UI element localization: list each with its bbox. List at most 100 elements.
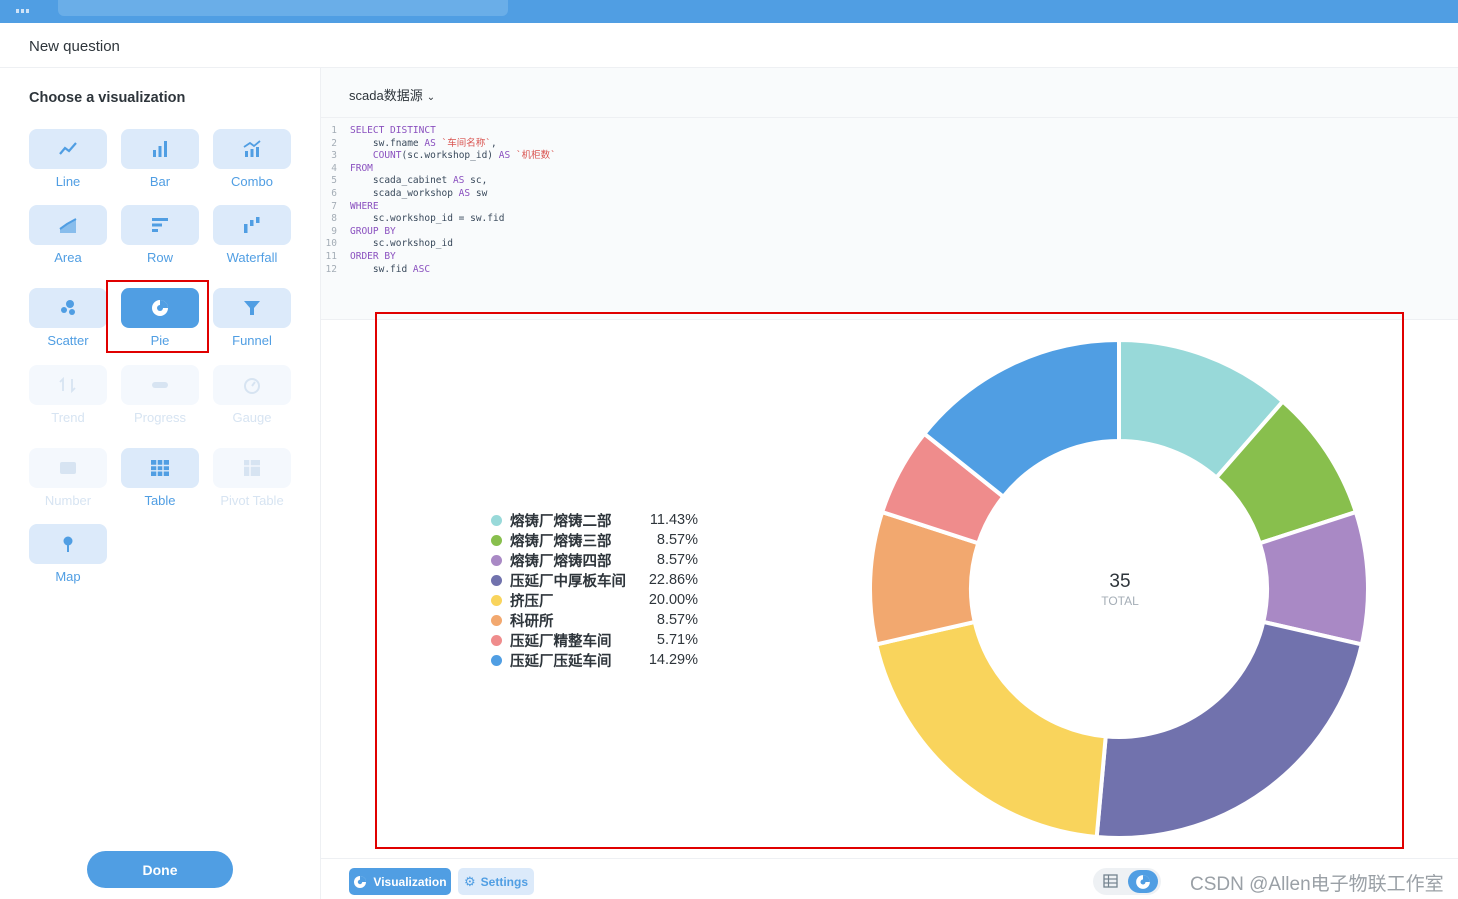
code-line[interactable]: SELECT DISTINCT — [350, 125, 436, 136]
legend-label: 挤压厂 — [510, 593, 554, 610]
page-header: New question — [0, 23, 1458, 68]
bottom-toolbar: Visualization ⚙ Settings — [321, 858, 1458, 899]
legend-item[interactable]: 压延厂压延车间 14.29% — [491, 650, 701, 670]
code-line[interactable]: COUNT(sc.workshop_id) AS `机柜数` — [372, 150, 556, 162]
viz-option-tile[interactable] — [121, 129, 199, 169]
legend-label: 熔铸厂熔铸四部 — [510, 553, 612, 570]
code-line[interactable]: GROUP BY — [350, 225, 396, 237]
legend-item[interactable]: 压延厂中厚板车间 22.86% — [491, 570, 701, 590]
code-line[interactable]: ORDER BY — [350, 251, 396, 262]
viz-option-pie[interactable]: Pie — [121, 288, 199, 348]
page-title: New question — [29, 38, 120, 55]
logo-icon[interactable] — [16, 0, 42, 13]
code-line[interactable]: scada_workshop AS sw — [350, 188, 488, 199]
legend-item[interactable]: 挤压厂 20.00% — [491, 590, 701, 610]
viz-option-label: Pie — [150, 333, 170, 348]
database-selector[interactable]: scada数据源 ⌄ — [349, 85, 435, 104]
legend-percent: 8.57% — [656, 612, 698, 628]
viz-option-label: Pivot Table — [220, 493, 284, 508]
donut-slice[interactable] — [921, 338, 1121, 500]
viz-option-line[interactable]: Line — [29, 129, 107, 189]
legend-color-dot — [491, 554, 502, 566]
settings-button-label: Settings — [480, 874, 528, 889]
gear-icon: ⚙ — [464, 873, 476, 889]
code-line[interactable]: sc.workshop_id — [350, 238, 453, 250]
legend-label: 熔铸厂熔铸三部 — [510, 533, 612, 550]
viz-option-label: Scatter — [47, 333, 89, 348]
legend-label: 熔铸厂熔铸二部 — [510, 513, 612, 530]
viz-option-tile[interactable] — [121, 205, 199, 245]
funnel-icon — [244, 301, 260, 315]
code-line[interactable]: sc.workshop_id = sw.fid — [350, 213, 505, 225]
viz-option-label: Combo — [231, 174, 273, 189]
sql-editor[interactable]: scada数据源 ⌄ 1 SELECT DISTINCT 2 sw.fname AS … — [321, 68, 1458, 320]
legend-color-dot — [491, 614, 502, 626]
code-line[interactable]: WHERE — [350, 200, 379, 212]
donut-total-value: 35 — [1109, 571, 1131, 592]
done-button[interactable]: Done — [87, 851, 233, 888]
line-number: 12 — [325, 263, 337, 275]
viz-option-tile[interactable] — [213, 129, 291, 169]
line-number: 9 — [331, 225, 337, 237]
viz-option-label: Waterfall — [226, 250, 278, 265]
legend-percent: 22.86% — [648, 572, 698, 588]
code-line[interactable]: scada_cabinet AS sc, — [350, 175, 488, 187]
sidebar-heading: Choose a visualization — [29, 90, 186, 106]
viz-option-progress: Progress — [121, 365, 199, 425]
legend-percent: 8.57% — [656, 532, 698, 548]
viz-option-table[interactable]: Table — [121, 448, 199, 508]
viz-option-funnel[interactable]: Funnel — [213, 288, 291, 348]
viz-option-scatter[interactable]: Scatter — [29, 288, 107, 348]
legend-label: 压延厂精整车间 — [510, 633, 612, 650]
viz-option-area[interactable]: Area — [29, 205, 107, 265]
viz-option-bar[interactable]: Bar — [121, 129, 199, 189]
trend-icon — [59, 376, 76, 394]
legend-percent: 8.57% — [656, 552, 698, 568]
viz-option-tile — [213, 448, 291, 488]
viz-option-row[interactable]: Row — [121, 205, 199, 265]
table-view-icon[interactable] — [1103, 874, 1118, 888]
code-line[interactable]: sw.fid ASC — [350, 263, 431, 275]
viz-option-trend: Trend — [29, 365, 107, 425]
legend-label: 压延厂中厚板车间 — [510, 573, 626, 590]
viz-option-combo[interactable]: Combo — [213, 129, 291, 189]
viz-option-tile[interactable] — [213, 205, 291, 245]
code-line[interactable]: sw.fname AS `车间名称`, — [350, 137, 497, 149]
viz-option-tile[interactable] — [29, 288, 107, 328]
legend-item[interactable]: 科研所 8.57% — [491, 610, 701, 630]
legend-color-dot — [491, 574, 502, 586]
line-number: 7 — [331, 200, 337, 212]
viz-option-tile[interactable] — [29, 129, 107, 169]
legend-item[interactable]: 压延厂精整车间 5.71% — [491, 630, 701, 650]
chart-view-toggle[interactable] — [1128, 870, 1158, 893]
settings-button[interactable]: ⚙ Settings — [458, 868, 534, 895]
viz-option-tile[interactable] — [213, 288, 291, 328]
legend-label: 科研所 — [510, 613, 554, 630]
viz-option-label: Gauge — [232, 410, 272, 425]
map-pin-icon — [63, 536, 73, 552]
viz-option-label: Number — [44, 493, 92, 508]
legend-percent: 20.00% — [648, 592, 698, 608]
viz-option-tile[interactable] — [121, 448, 199, 488]
pivot-table-icon — [244, 460, 260, 476]
gauge-icon — [244, 378, 260, 394]
donut-slice[interactable] — [873, 619, 1108, 840]
visualization-button[interactable]: Visualization — [349, 868, 451, 895]
viz-option-label: Row — [146, 250, 173, 265]
viz-option-waterfall[interactable]: Waterfall — [213, 205, 291, 265]
code-line[interactable]: FROM — [350, 162, 373, 174]
viz-option-map[interactable]: Map — [29, 524, 107, 584]
viz-option-tile[interactable] — [121, 288, 199, 328]
legend-item[interactable]: 熔铸厂熔铸四部 8.57% — [491, 550, 701, 570]
legend-item[interactable]: 熔铸厂熔铸二部 11.43% — [491, 510, 701, 530]
view-toggle[interactable] — [1093, 868, 1161, 895]
viz-option-label: Area — [54, 250, 82, 265]
line-number: 8 — [331, 213, 337, 225]
table-icon — [151, 460, 169, 476]
viz-option-tile[interactable] — [29, 524, 107, 564]
donut-slice[interactable] — [1094, 619, 1365, 840]
chart-highlight-box — [375, 312, 1404, 849]
viz-option-tile[interactable] — [29, 205, 107, 245]
legend-item[interactable]: 熔铸厂熔铸三部 8.57% — [491, 530, 701, 550]
search-bar[interactable] — [58, 0, 508, 16]
